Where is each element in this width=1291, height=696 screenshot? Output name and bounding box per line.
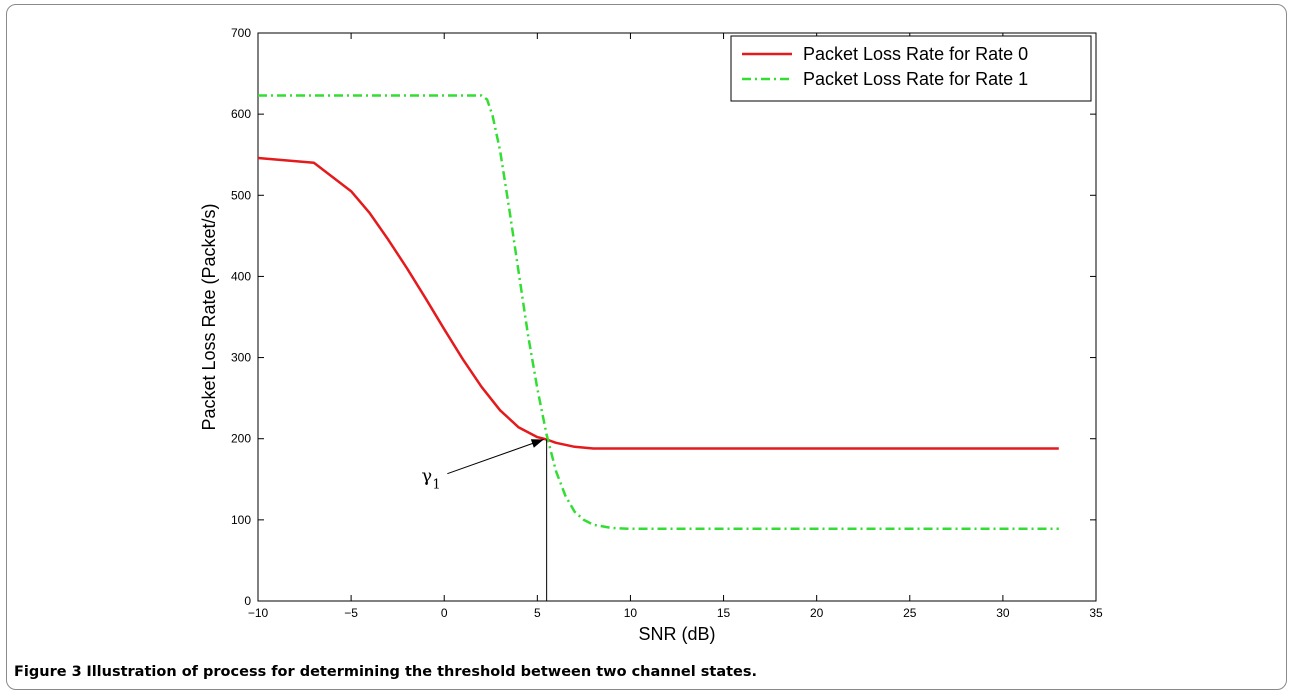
- y-tick-label: 700: [231, 26, 251, 40]
- x-axis-label: SNR (dB): [638, 624, 715, 644]
- packet-loss-chart: −10 −5 0 5 10 15 20 25 30 35 0 100 200 300 400 500 600 70…: [0, 0, 1291, 660]
- legend: Packet Loss Rate for Rate 0 Packet Loss R…: [731, 36, 1091, 101]
- plot-area: [258, 33, 1096, 601]
- x-tick-label: 15: [717, 606, 731, 620]
- y-axis-label: Packet Loss Rate (Packet/s): [199, 203, 219, 430]
- y-tick-label: 200: [231, 432, 251, 446]
- y-tick-label: 400: [231, 269, 251, 283]
- x-tick-label: 0: [441, 606, 448, 620]
- y-tick-label: 300: [231, 351, 251, 365]
- caption-text: Illustration of process for determining …: [86, 664, 757, 680]
- x-tick-label: 10: [624, 606, 638, 620]
- x-tick-label: 5: [534, 606, 541, 620]
- x-tick-label: 25: [903, 606, 917, 620]
- x-tick-label: 35: [1089, 606, 1103, 620]
- x-tick-label: −5: [344, 606, 358, 620]
- y-tick-label: 600: [231, 107, 251, 121]
- x-tick-label: −10: [248, 606, 269, 620]
- gamma-subscript: 1: [432, 478, 440, 493]
- y-tick-label: 500: [231, 188, 251, 202]
- y-tick-label: 100: [231, 513, 251, 527]
- legend-label-0: Packet Loss Rate for Rate 0: [803, 44, 1028, 64]
- figure-caption: Figure 3 Illustration of process for det…: [14, 664, 1274, 680]
- y-tick-label: 0: [244, 594, 251, 608]
- x-tick-label: 30: [996, 606, 1010, 620]
- legend-label-1: Packet Loss Rate for Rate 1: [803, 69, 1028, 89]
- gamma-annotation: γ: [421, 466, 432, 487]
- x-tick-label: 20: [810, 606, 824, 620]
- caption-label: Figure 3: [14, 664, 82, 680]
